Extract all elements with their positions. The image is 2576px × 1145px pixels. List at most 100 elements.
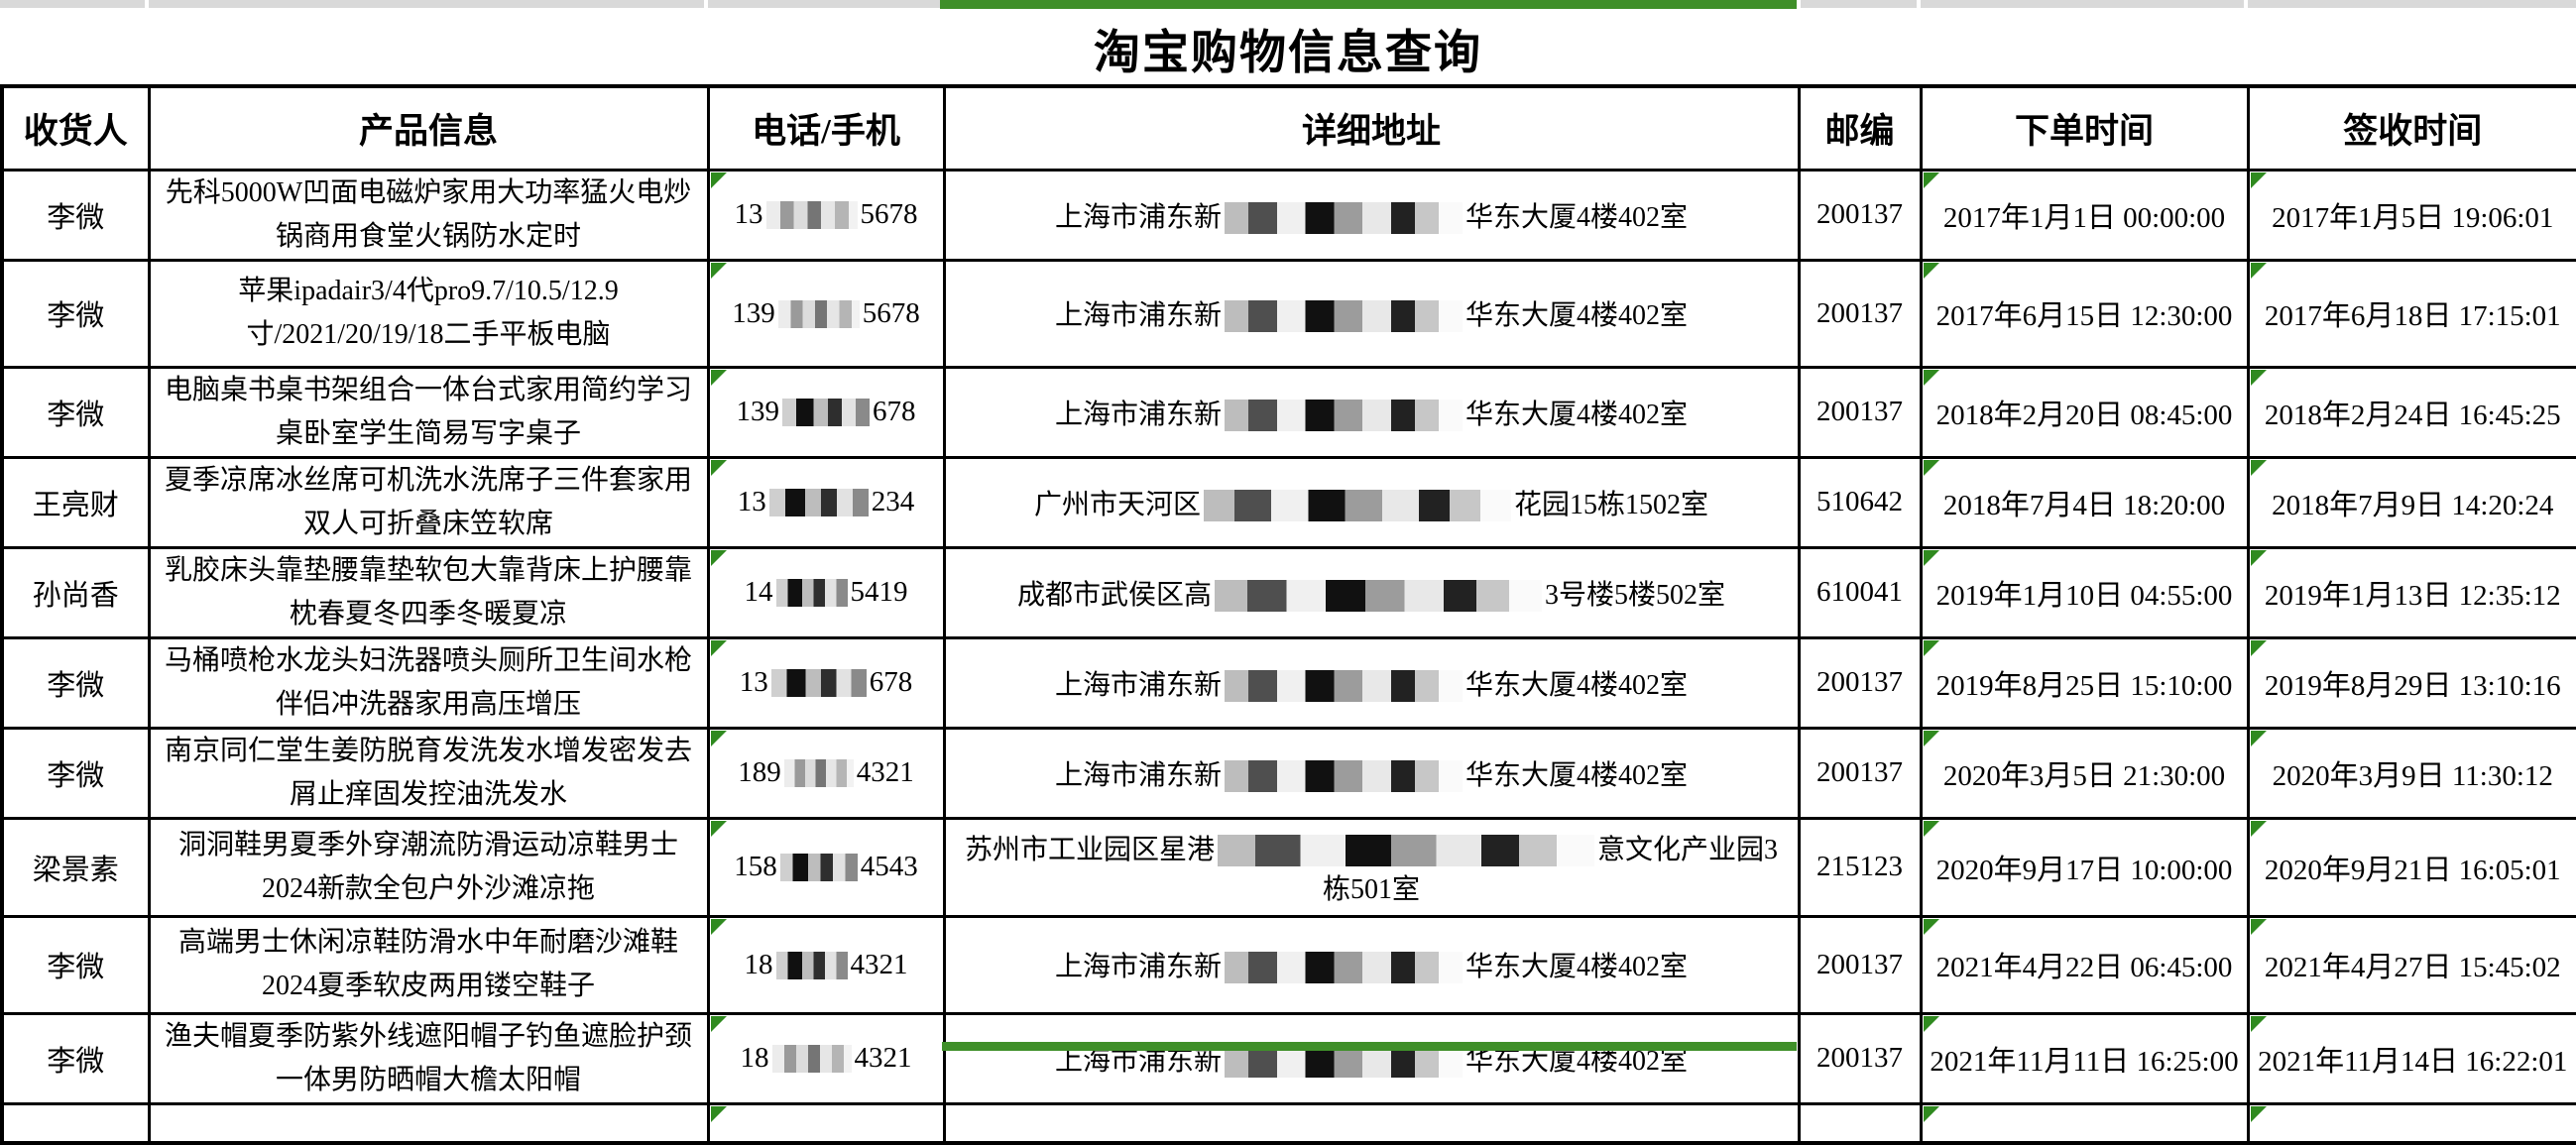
cell-phone[interactable]: 189 4321 — [706, 726, 946, 820]
cell-recipient[interactable]: 李微 — [0, 726, 151, 820]
cell-order-time[interactable]: 2021年11月11日 16:25:00 — [1919, 1011, 2250, 1105]
cell-recipient[interactable]: 李微 — [0, 914, 151, 1015]
cell-product[interactable] — [147, 1101, 710, 1145]
cell-order-time[interactable]: 2017年1月1日 00:00:00 — [1919, 168, 2250, 262]
cell-sign-time[interactable]: 2017年1月5日 19:06:01 — [2246, 168, 2576, 262]
gridline-sliver — [708, 0, 940, 8]
cell-sign-time[interactable]: 2019年8月29日 13:10:16 — [2246, 635, 2576, 730]
cell-sign-time[interactable]: 2020年9月21日 16:05:01 — [2246, 816, 2576, 918]
cell-order-time[interactable]: 2020年3月5日 21:30:00 — [1919, 726, 2250, 820]
cell-order-time[interactable]: 2018年2月20日 08:45:00 — [1919, 365, 2250, 459]
cell-recipient[interactable]: 李微 — [0, 168, 151, 262]
col-header-phone[interactable]: 电话/手机 — [706, 84, 946, 172]
cell-recipient[interactable]: 孙尚香 — [0, 545, 151, 639]
cell-phone[interactable]: 139 678 — [706, 365, 946, 459]
cell-zip[interactable]: 200137 — [1797, 1011, 1923, 1105]
col-header-zip[interactable]: 邮编 — [1797, 84, 1923, 172]
cell-zip[interactable]: 200137 — [1797, 365, 1923, 459]
cell-address[interactable]: 上海市浦东新 华东大厦4楼402室 — [942, 635, 1801, 730]
phone-suffix: 234 — [871, 486, 915, 517]
cell-phone[interactable]: 18 4321 — [706, 914, 946, 1015]
cell-order-time[interactable]: 2018年7月4日 18:20:00 — [1919, 455, 2250, 549]
cell-product[interactable]: 渔夫帽夏季防紫外线遮阳帽子钓鱼遮脸护颈一体男防晒帽大檐太阳帽 — [147, 1011, 710, 1105]
cell-zip[interactable]: 215123 — [1797, 816, 1923, 918]
cell-product[interactable]: 先科5000W凹面电磁炉家用大功率猛火电炒锅商用食堂火锅防水定时 — [147, 168, 710, 262]
cell-address[interactable]: 上海市浦东新 华东大厦4楼402室 — [942, 1011, 1801, 1105]
cell-zip[interactable]: 610041 — [1797, 545, 1923, 639]
cell-product[interactable]: 高端男士休闲凉鞋防滑水中年耐磨沙滩鞋2024夏季软皮两用镂空鞋子 — [147, 914, 710, 1015]
table-row: 梁景素 洞洞鞋男夏季外穿潮流防滑运动凉鞋男士2024新款全包户外沙滩凉拖 158… — [0, 816, 2576, 918]
cell-recipient[interactable]: 李微 — [0, 258, 151, 369]
cell-order-time[interactable] — [1919, 1101, 2250, 1145]
address-suffix: 华东大厦4楼402室 — [1465, 669, 1689, 701]
cell-product[interactable]: 洞洞鞋男夏季外穿潮流防滑运动凉鞋男士2024新款全包户外沙滩凉拖 — [147, 816, 710, 918]
col-header-sign-time[interactable]: 签收时间 — [2246, 84, 2576, 172]
cell-product[interactable]: 电脑桌书桌书架组合一体台式家用简约学习桌卧室学生简易写字桌子 — [147, 365, 710, 459]
cell-recipient[interactable]: 李微 — [0, 365, 151, 459]
cell-address[interactable]: 苏州市工业园区星港 意文化产业园3栋501室 — [942, 816, 1801, 918]
cell-zip[interactable]: 200137 — [1797, 635, 1923, 730]
cell-zip[interactable]: 200137 — [1797, 258, 1923, 369]
cell-address[interactable] — [942, 1101, 1801, 1145]
cell-address[interactable]: 广州市天河区 花园15栋1502室 — [942, 455, 1801, 549]
phone-suffix: 678 — [873, 396, 916, 427]
cell-zip[interactable] — [1797, 1101, 1923, 1145]
cell-phone[interactable] — [706, 1101, 946, 1145]
col-header-recipient[interactable]: 收货人 — [0, 84, 151, 172]
col-header-address[interactable]: 详细地址 — [942, 84, 1801, 172]
cell-phone[interactable]: 13 5678 — [706, 168, 946, 262]
cell-sign-time[interactable]: 2018年2月24日 16:45:25 — [2246, 365, 2576, 459]
cell-address[interactable]: 上海市浦东新 华东大厦4楼402室 — [942, 168, 1801, 262]
cell-sign-time[interactable] — [2246, 1101, 2576, 1145]
cell-phone[interactable]: 158 4543 — [706, 816, 946, 918]
cell-product[interactable]: 夏季凉席冰丝席可机洗水洗席子三件套家用双人可折叠床笠软席 — [147, 455, 710, 549]
cell-address[interactable]: 上海市浦东新 华东大厦4楼402室 — [942, 365, 1801, 459]
cell-product[interactable]: 南京同仁堂生姜防脱育发洗发水增发密发去屑止痒固发控油洗发水 — [147, 726, 710, 820]
cell-sign-time[interactable]: 2017年6月18日 17:15:01 — [2246, 258, 2576, 369]
col-header-order-time[interactable]: 下单时间 — [1919, 84, 2250, 172]
cell-product[interactable]: 乳胶床头靠垫腰靠垫软包大靠背床上护腰靠枕春夏冬四季冬暖夏凉 — [147, 545, 710, 639]
cell-recipient[interactable] — [0, 1101, 151, 1145]
cell-product[interactable]: 苹果ipadair3/4代pro9.7/10.5/12.9寸/2021/20/1… — [147, 258, 710, 369]
cell-sign-time[interactable]: 2018年7月9日 14:20:24 — [2246, 455, 2576, 549]
cell-sign-time[interactable]: 2019年1月13日 12:35:12 — [2246, 545, 2576, 639]
cell-phone[interactable]: 13 234 — [706, 455, 946, 549]
phone-prefix: 18 — [740, 1042, 769, 1074]
cell-sign-time[interactable]: 2020年3月9日 11:30:12 — [2246, 726, 2576, 820]
cell-recipient[interactable]: 李微 — [0, 1011, 151, 1105]
redaction-block — [777, 299, 860, 328]
cell-zip[interactable]: 200137 — [1797, 914, 1923, 1015]
cell-order-time[interactable]: 2021年4月22日 06:45:00 — [1919, 914, 2250, 1015]
cell-phone[interactable]: 14 5419 — [706, 545, 946, 639]
phone-prefix: 139 — [736, 396, 780, 427]
cell-address[interactable]: 上海市浦东新 华东大厦4楼402室 — [942, 726, 1801, 820]
cell-order-time[interactable]: 2019年1月10日 04:55:00 — [1919, 545, 2250, 639]
cell-zip[interactable]: 200137 — [1797, 726, 1923, 820]
cell-sign-time[interactable]: 2021年11月14日 16:22:01 — [2246, 1011, 2576, 1105]
cell-zip[interactable]: 510642 — [1797, 455, 1923, 549]
cell-sign-time[interactable]: 2021年4月27日 15:45:02 — [2246, 914, 2576, 1015]
cell-recipient[interactable]: 梁景素 — [0, 816, 151, 918]
redaction-block — [1218, 834, 1594, 866]
table-row: 李微 南京同仁堂生姜防脱育发洗发水增发密发去屑止痒固发控油洗发水 189 4321… — [0, 726, 2576, 820]
cell-phone[interactable]: 18 4321 — [706, 1011, 946, 1105]
cell-phone[interactable]: 13 678 — [706, 635, 946, 730]
table-row: 孙尚香 乳胶床头靠垫腰靠垫软包大靠背床上护腰靠枕春夏冬四季冬暖夏凉 14 5419… — [0, 545, 2576, 639]
page-title: 淘宝购物信息查询 — [1094, 28, 1482, 79]
cell-order-time[interactable]: 2020年9月17日 10:00:00 — [1919, 816, 2250, 918]
cell-recipient[interactable]: 王亮财 — [0, 455, 151, 549]
cell-order-time[interactable]: 2019年8月25日 15:10:00 — [1919, 635, 2250, 730]
cell-recipient[interactable]: 李微 — [0, 635, 151, 730]
orders-table: 收货人 产品信息 电话/手机 详细地址 邮编 下单时间 签收时间 李微 先科50… — [0, 84, 2576, 1145]
col-header-product[interactable]: 产品信息 — [147, 84, 710, 172]
cell-phone[interactable]: 139 5678 — [706, 258, 946, 369]
cell-order-time[interactable]: 2017年6月15日 12:30:00 — [1919, 258, 2250, 369]
cell-address[interactable]: 成都市武侯区高 3号楼5楼502室 — [942, 545, 1801, 639]
redaction-block — [1215, 579, 1542, 612]
cell-address[interactable]: 上海市浦东新 华东大厦4楼402室 — [942, 258, 1801, 369]
cell-zip[interactable]: 200137 — [1797, 168, 1923, 262]
cell-address[interactable]: 上海市浦东新 华东大厦4楼402室 — [942, 914, 1801, 1015]
address-prefix: 上海市浦东新 — [1054, 201, 1222, 233]
redaction-block — [1225, 952, 1463, 983]
cell-product[interactable]: 马桶喷枪水龙头妇洗器喷头厕所卫生间水枪伴侣冲洗器家用高压增压 — [147, 635, 710, 730]
